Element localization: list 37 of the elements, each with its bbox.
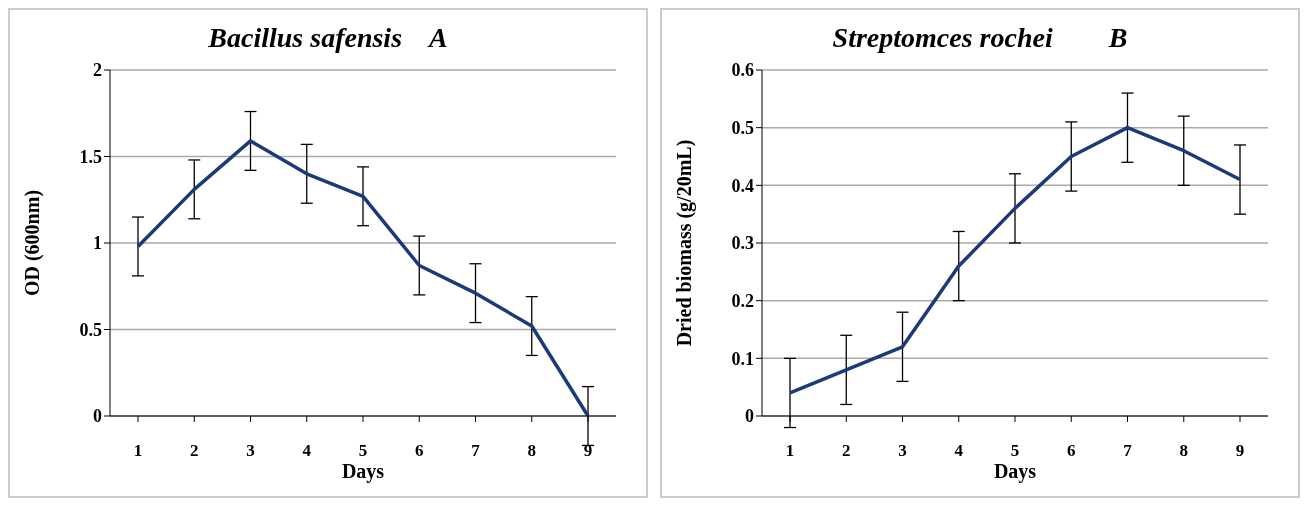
x-tick-label: 3 <box>246 441 255 461</box>
y-tick-label: 0.1 <box>731 348 754 369</box>
y-tick-label: 2 <box>93 60 102 81</box>
line-series <box>136 139 590 416</box>
y-tick-label: 1.5 <box>79 146 102 167</box>
y-tick-label: 0.5 <box>79 319 102 340</box>
x-tick-label: 2 <box>190 441 199 461</box>
y-tick-label: 1 <box>93 233 102 254</box>
chart-title: Streptomces rochei B <box>831 21 1129 55</box>
y-tick-label: 0.4 <box>731 175 754 196</box>
x-tick-label: 1 <box>133 441 143 461</box>
x-tick-label: 5 <box>358 441 368 461</box>
x-tick-label: 4 <box>954 441 964 461</box>
y-tick-label: 0 <box>93 406 102 427</box>
x-tick-label: 8 <box>527 441 536 461</box>
chart-title: Bacillus safensis A <box>207 21 449 55</box>
x-tick-label: 2 <box>842 441 851 461</box>
line-series <box>788 125 1242 395</box>
x-axis-title: Days <box>993 460 1037 483</box>
x-tick-label: 9 <box>1235 441 1245 461</box>
x-tick-label: 8 <box>1179 441 1188 461</box>
x-tick-label: 6 <box>1067 441 1076 461</box>
y-axis-title: OD (600nm) <box>21 189 45 297</box>
x-tick-label: 7 <box>1123 441 1133 461</box>
x-tick-label: 4 <box>302 441 312 461</box>
x-tick-label: 3 <box>898 441 907 461</box>
x-axis-title: Days <box>341 460 385 483</box>
y-tick-label: 0 <box>745 406 754 427</box>
y-axis-title: Dried biomass (g/20mL) <box>673 139 697 347</box>
y-tick-label: 0.2 <box>731 291 754 312</box>
y-tick-label: 0.3 <box>731 233 754 254</box>
x-tick-label: 7 <box>471 441 481 461</box>
x-tick-label: 1 <box>785 441 795 461</box>
x-tick-label: 5 <box>1010 441 1020 461</box>
y-tick-label: 0.5 <box>731 118 754 139</box>
y-tick-label: 0.6 <box>731 60 754 81</box>
x-tick-label: 6 <box>415 441 424 461</box>
